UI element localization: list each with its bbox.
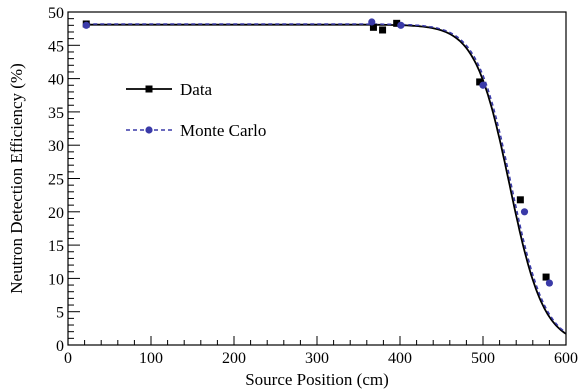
- y-tick-label: 40: [48, 72, 64, 89]
- monte-carlo-point: [368, 18, 376, 26]
- x-tick-label: 500: [471, 350, 495, 367]
- y-tick-label: 5: [56, 305, 64, 322]
- data-point: [393, 19, 401, 27]
- data-fit-line: [86, 23, 567, 335]
- y-tick-label: 10: [48, 271, 64, 288]
- legend-monte-carlo-marker: [145, 126, 153, 134]
- y-tick-label: 50: [48, 5, 64, 22]
- legend-data-marker: [145, 85, 153, 93]
- data-markers: [82, 18, 554, 287]
- y-tick-label: 0: [56, 338, 64, 355]
- data-point: [516, 196, 524, 204]
- legend-label-monte-carlo: Monte Carlo: [180, 121, 266, 140]
- legend-label-data: Data: [180, 80, 213, 99]
- data-point: [379, 26, 387, 34]
- monte-carlo-point: [82, 21, 90, 29]
- x-tick-label: 200: [222, 350, 246, 367]
- y-tick-label: 25: [48, 172, 64, 189]
- fit-curves: [86, 23, 567, 335]
- plot-frame: [67, 11, 567, 346]
- x-tick-label: 100: [139, 350, 163, 367]
- monte-carlo-point: [545, 279, 554, 287]
- x-tick-label: 0: [64, 350, 72, 367]
- x-tick-label: 600: [554, 350, 578, 367]
- x-axis-title: Source Position (cm): [245, 370, 389, 389]
- y-tick-label: 20: [48, 205, 64, 222]
- y-tick-label: 15: [48, 238, 64, 255]
- data-point: [369, 23, 377, 31]
- monte-carlo-point: [479, 81, 487, 89]
- x-tick-label: 300: [305, 350, 329, 367]
- monte-carlo-fit-line: [86, 23, 567, 334]
- axis-ticks: [67, 11, 567, 346]
- data-point: [542, 273, 550, 281]
- x-tick-label: 400: [388, 350, 412, 367]
- y-axis-title: Neutron Detection Efficiency (%): [7, 63, 26, 294]
- y-tick-label: 45: [48, 38, 64, 55]
- legend: Data Monte Carlo: [126, 80, 266, 140]
- y-tick-label: 30: [48, 138, 64, 155]
- monte-carlo-point: [397, 21, 405, 29]
- tick-labels: 0 100 200 300 400 500 600 0 5 10 15 20 25 30 35 40 45 50: [48, 5, 578, 367]
- monte-carlo-point: [520, 208, 529, 216]
- data-point: [476, 78, 484, 86]
- y-tick-label: 35: [48, 105, 64, 122]
